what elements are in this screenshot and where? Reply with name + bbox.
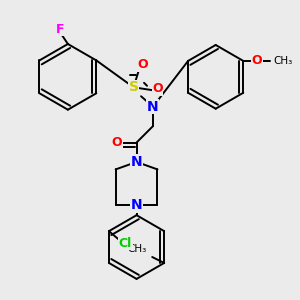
Text: N: N [147, 100, 159, 114]
Text: N: N [131, 198, 142, 212]
Text: O: O [152, 82, 163, 95]
Text: O: O [137, 58, 148, 71]
Text: N: N [131, 155, 142, 169]
Text: F: F [56, 22, 65, 36]
Text: S: S [129, 80, 139, 94]
Text: Cl: Cl [119, 237, 132, 250]
Text: O: O [112, 136, 122, 149]
Text: CH₃: CH₃ [127, 244, 146, 254]
Text: O: O [251, 54, 262, 68]
Text: CH₃: CH₃ [273, 56, 292, 66]
